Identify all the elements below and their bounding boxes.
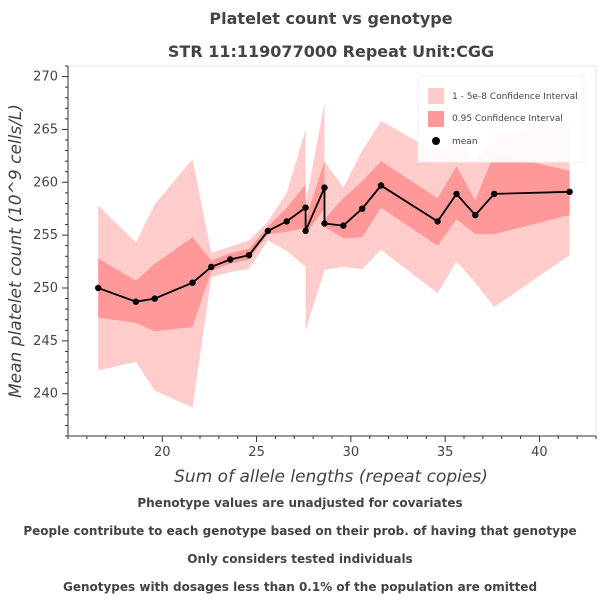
- confidence-bands: [98, 103, 570, 408]
- y-tick-label: 265: [33, 122, 58, 137]
- legend-swatch-inner-ci: [428, 111, 444, 127]
- mean-point: [321, 220, 328, 227]
- mean-point: [264, 227, 272, 235]
- legend-marker-mean: [432, 137, 440, 145]
- chart-subtitle: STR 11:119077000 Repeat Unit:CGG: [168, 42, 494, 61]
- mean-point: [453, 190, 460, 198]
- y-tick-label: 245: [33, 334, 58, 349]
- legend-swatch-outer-ci: [428, 88, 444, 104]
- chart: Platelet count vs genotype STR 11:119077…: [6, 9, 597, 487]
- mean-point: [95, 284, 102, 292]
- mean-point: [227, 256, 234, 263]
- y-tick-label: 240: [33, 387, 58, 402]
- y-axis-label: Mean platelet count (10^9 cells/L): [6, 104, 26, 398]
- mean-point: [283, 218, 290, 225]
- y-tick-label: 250: [33, 281, 58, 296]
- footnote-1: Phenotype values are unadjusted for cova…: [137, 496, 463, 510]
- mean-point: [359, 205, 366, 212]
- mean-point: [321, 184, 328, 191]
- mean-point: [491, 190, 498, 198]
- x-axis-label: Sum of allele lengths (repeat copies): [174, 467, 488, 487]
- x-tick-label: 30: [343, 445, 360, 460]
- y-tick-label: 260: [33, 175, 58, 190]
- y-tick-label: 270: [33, 70, 58, 85]
- legend-box: [417, 75, 585, 163]
- mean-point: [189, 279, 196, 286]
- x-tick-label: 35: [437, 445, 454, 460]
- x-tick-label: 25: [248, 445, 265, 460]
- axes: 240 245 250 255 260 265 270 20 25 30 35 40: [33, 65, 597, 460]
- footnote-3: Only considers tested individuals: [187, 552, 413, 566]
- x-tick-label: 20: [154, 445, 171, 460]
- chart-title: Platelet count vs genotype: [209, 9, 452, 28]
- footnote-4: Genotypes with dosages less than 0.1% of…: [62, 580, 538, 594]
- mean-series: [95, 182, 573, 305]
- footnote-2: People contribute to each genotype based…: [23, 524, 577, 538]
- confidence-band-inner: [98, 153, 570, 332]
- y-tick-label: 255: [33, 228, 58, 243]
- mean-point: [245, 252, 253, 259]
- mean-point: [132, 298, 140, 305]
- x-tick-label: 40: [531, 445, 548, 460]
- legend-label-mean: mean: [452, 137, 478, 147]
- mean-point: [472, 211, 479, 219]
- legend-label-outer-ci: 1 - 5e-8 Confidence Interval: [452, 92, 578, 102]
- mean-point: [302, 204, 309, 211]
- mean-point: [208, 263, 215, 271]
- mean-point: [377, 182, 385, 189]
- legend: 1 - 5e-8 Confidence Interval 0.95 Confid…: [417, 75, 585, 163]
- mean-point: [302, 227, 309, 235]
- mean-point: [151, 295, 158, 302]
- mean-point: [566, 188, 573, 195]
- mean-point: [434, 218, 441, 225]
- legend-label-inner-ci: 0.95 Confidence Interval: [452, 114, 563, 124]
- mean-point: [340, 222, 347, 229]
